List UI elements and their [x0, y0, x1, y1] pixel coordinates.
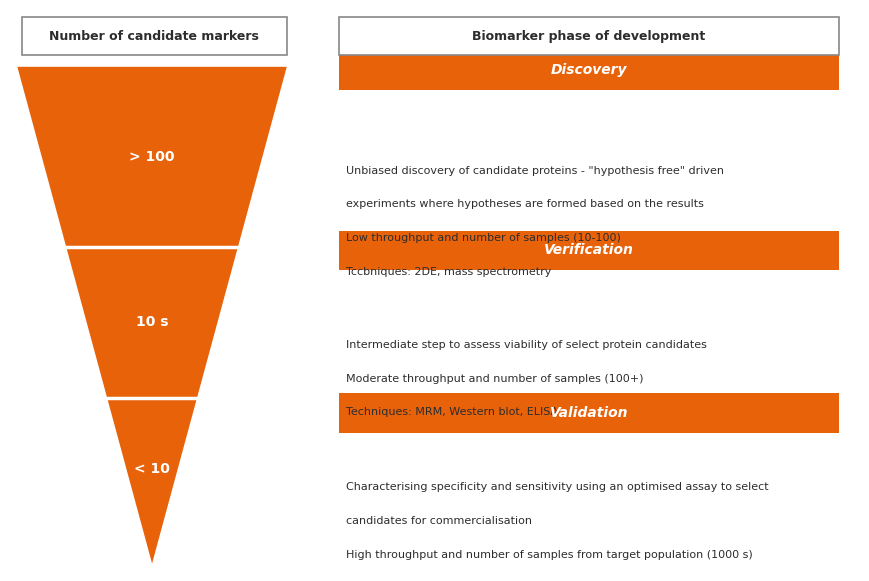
Text: Moderate throughput and number of samples (100+): Moderate throughput and number of sample… — [346, 374, 643, 383]
Text: candidates for commercialisation: candidates for commercialisation — [346, 516, 532, 526]
Polygon shape — [17, 67, 287, 564]
Text: Tccbniques: 2DE, mass spectrometry: Tccbniques: 2DE, mass spectrometry — [346, 267, 551, 277]
Text: Biomarker phase of development: Biomarker phase of development — [472, 30, 706, 43]
Text: Intermediate step to assess viability of select protein candidates: Intermediate step to assess viability of… — [346, 340, 706, 350]
Text: experiments where hypotheses are formed based on the results: experiments where hypotheses are formed … — [346, 199, 704, 209]
Text: Validation: Validation — [549, 406, 628, 420]
Text: Unbiased discovery of candidate proteins - "hypothesis free" driven: Unbiased discovery of candidate proteins… — [346, 166, 724, 175]
Text: Characterising specificity and sensitivity using an optimised assay to select: Characterising specificity and sensitivi… — [346, 482, 768, 492]
Text: > 100: > 100 — [129, 150, 175, 164]
FancyBboxPatch shape — [22, 17, 287, 55]
FancyBboxPatch shape — [339, 17, 839, 55]
Text: Low throughput and number of samples (10-100): Low throughput and number of samples (10… — [346, 233, 620, 243]
FancyBboxPatch shape — [339, 393, 839, 433]
Text: High throughput and number of samples from target population (1000 s): High throughput and number of samples fr… — [346, 550, 753, 560]
Text: Techniques: MRM, Western blot, ELISA: Techniques: MRM, Western blot, ELISA — [346, 407, 558, 417]
FancyBboxPatch shape — [339, 51, 839, 90]
Text: < 10: < 10 — [134, 462, 170, 476]
Text: 10 s: 10 s — [136, 315, 169, 329]
Text: Discovery: Discovery — [550, 63, 627, 77]
Text: Verification: Verification — [544, 243, 634, 257]
FancyBboxPatch shape — [339, 231, 839, 270]
Text: Number of candidate markers: Number of candidate markers — [50, 30, 259, 43]
